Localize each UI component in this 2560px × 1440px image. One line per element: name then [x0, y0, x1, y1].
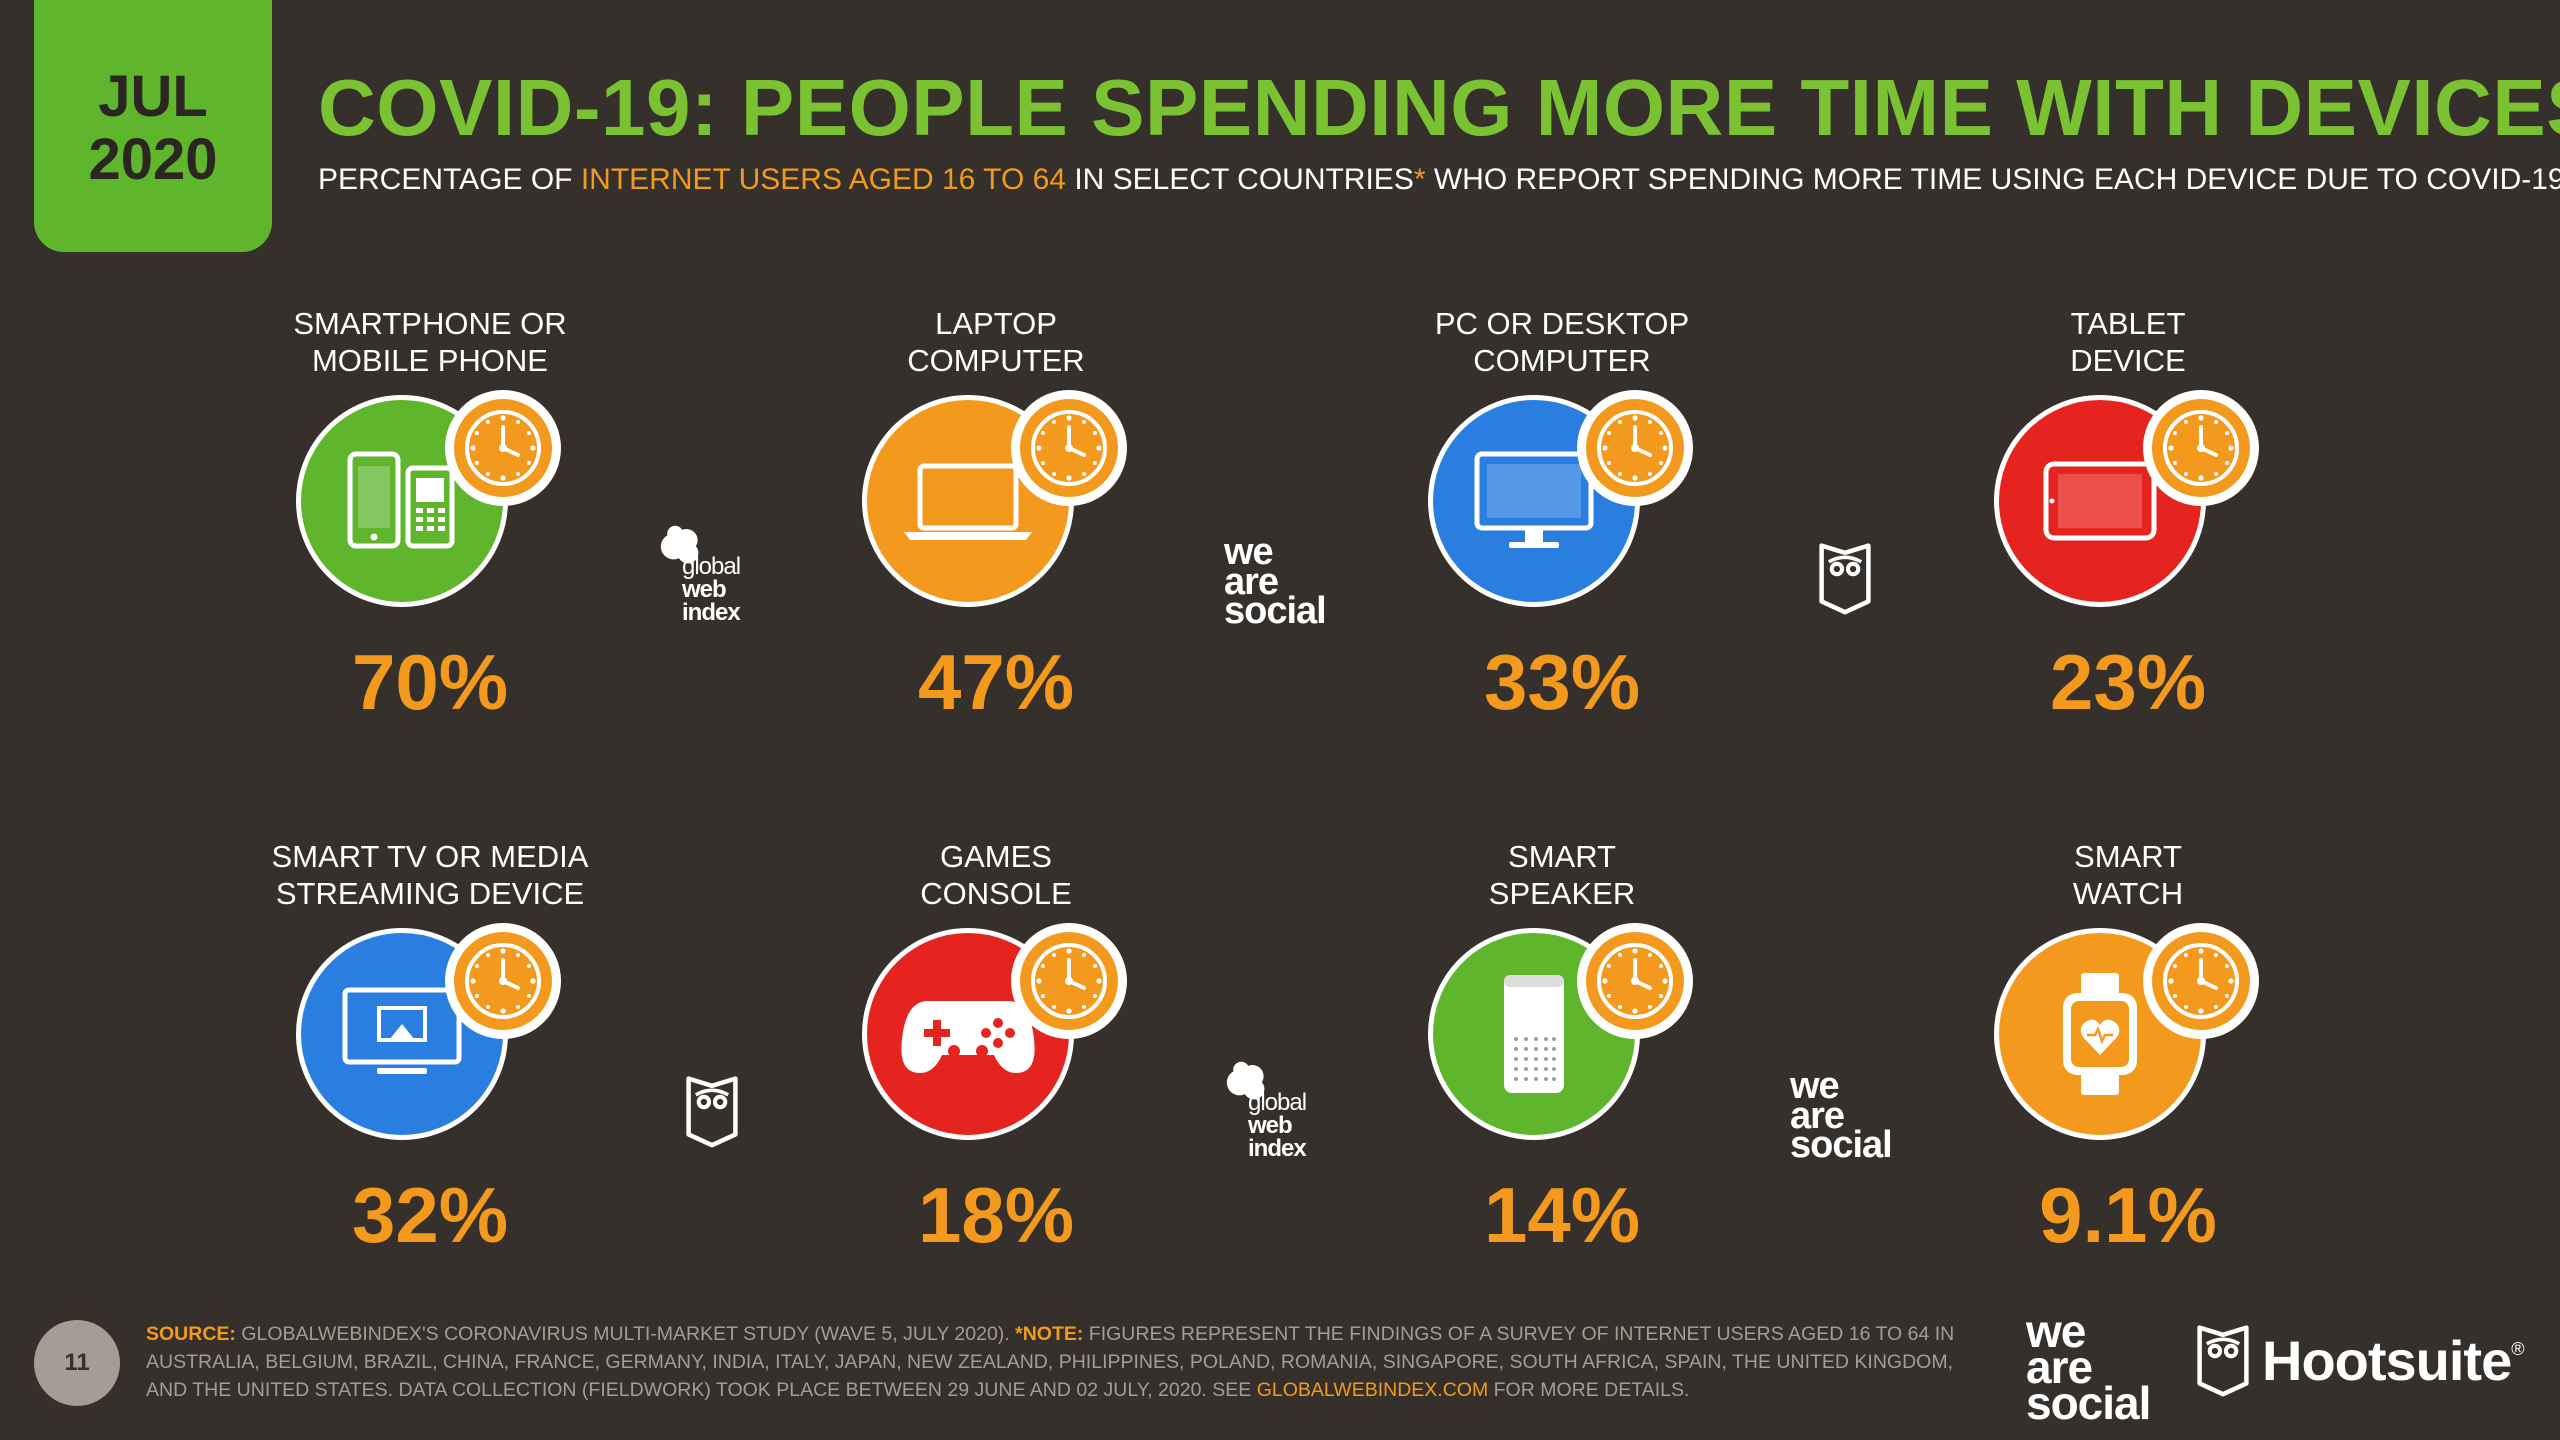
clock-icon: [1574, 920, 1696, 1042]
device-card-games-console: GAMES CONSOLE 18%: [766, 838, 1226, 1254]
device-label: SMART TV OR MEDIA STREAMING DEVICE: [271, 839, 589, 911]
device-label: TABLET DEVICE: [2070, 306, 2186, 378]
hootsuite-owl-icon: [1818, 540, 1872, 616]
device-label: PC OR DESKTOP COMPUTER: [1434, 306, 1690, 378]
device-label: LAPTOP COMPUTER: [907, 306, 1085, 378]
we-are-social-logo: we are social: [1224, 531, 1327, 633]
hootsuite-owl-icon: [685, 1073, 739, 1149]
device-card-tablet: TABLET DEVICE 23%: [1898, 305, 2358, 721]
badge-year: 2020: [88, 127, 218, 192]
hootsuite-owl-icon: [2196, 1322, 2250, 1398]
laptop-icon: [862, 395, 1074, 607]
smartwatch-icon: [1994, 928, 2206, 1140]
subtitle-highlight: INTERNET USERS AGED 16 TO 64: [580, 163, 1066, 196]
clock-icon: [2140, 920, 2262, 1042]
badge-month: JUL: [98, 64, 208, 130]
clock-icon: [442, 920, 564, 1042]
page-number: 11: [34, 1320, 120, 1406]
subtitle-text-3: WHO REPORT SPENDING MORE TIME USING EACH…: [1425, 163, 2560, 196]
globalwebindex-logo: global web index: [656, 522, 741, 624]
device-card-smartwatch: SMART WATCH 9.1%: [1898, 838, 2358, 1254]
device-value: 18%: [917, 1171, 1075, 1259]
clock-icon: [1008, 387, 1130, 509]
registered-mark: ®: [2511, 1338, 2525, 1359]
date-badge: JUL 2020: [34, 0, 272, 252]
we-are-social-logo: we are social: [1790, 1065, 1893, 1167]
device-card-laptop: LAPTOP COMPUTER 47%: [766, 305, 1226, 721]
clock-icon: [1574, 387, 1696, 509]
clock-icon: [442, 387, 564, 509]
device-card-smart-tv: SMART TV OR MEDIA STREAMING DEVICE 32%: [200, 838, 660, 1254]
source-footnote: SOURCE: GLOBALWEBINDEX'S CORONAVIRUS MUL…: [146, 1323, 1955, 1401]
device-label: SMART SPEAKER: [1488, 839, 1636, 911]
device-value: 70%: [351, 638, 509, 726]
clock-icon: [2140, 387, 2262, 509]
subtitle-text-2: IN SELECT COUNTRIES: [1065, 163, 1414, 196]
device-value: 14%: [1483, 1171, 1641, 1259]
device-value: 23%: [2049, 638, 2207, 726]
device-label: SMART WATCH: [2072, 839, 2184, 911]
device-card-smart-speaker: SMART SPEAKER 14%: [1332, 838, 1792, 1254]
device-label: SMARTPHONE OR MOBILE PHONE: [293, 306, 567, 378]
subtitle-text-1: PERCENTAGE OF: [318, 163, 581, 196]
device-label: GAMES CONSOLE: [920, 839, 1072, 911]
source-label: SOURCE:: [146, 1323, 236, 1345]
globalwebindex-link[interactable]: GLOBALWEBINDEX.COM: [1256, 1379, 1489, 1401]
page-subtitle: PERCENTAGE OF INTERNET USERS AGED 16 TO …: [318, 163, 2560, 197]
device-value: 33%: [1483, 638, 1641, 726]
device-card-desktop: PC OR DESKTOP COMPUTER 33%: [1332, 305, 1792, 721]
page-title: COVID-19: PEOPLE SPENDING MORE TIME WITH…: [318, 63, 2560, 152]
hootsuite-footer-logo: Hootsuite ®: [2196, 1322, 2524, 1398]
clock-icon: [1008, 920, 1130, 1042]
device-value: 32%: [351, 1171, 509, 1259]
device-card-smartphone: SMARTPHONE OR MOBILE PHONE 70%: [200, 305, 660, 721]
subtitle-asterisk: *: [1413, 163, 1426, 196]
note-label: *NOTE:: [1015, 1323, 1084, 1345]
hootsuite-wordmark: Hootsuite: [2262, 1328, 2512, 1392]
we-are-social-footer-logo: we are social: [2026, 1305, 2151, 1429]
globalwebindex-logo: global web index: [1222, 1058, 1307, 1160]
device-value: 47%: [917, 638, 1075, 726]
device-value: 9.1%: [2039, 1171, 2217, 1259]
